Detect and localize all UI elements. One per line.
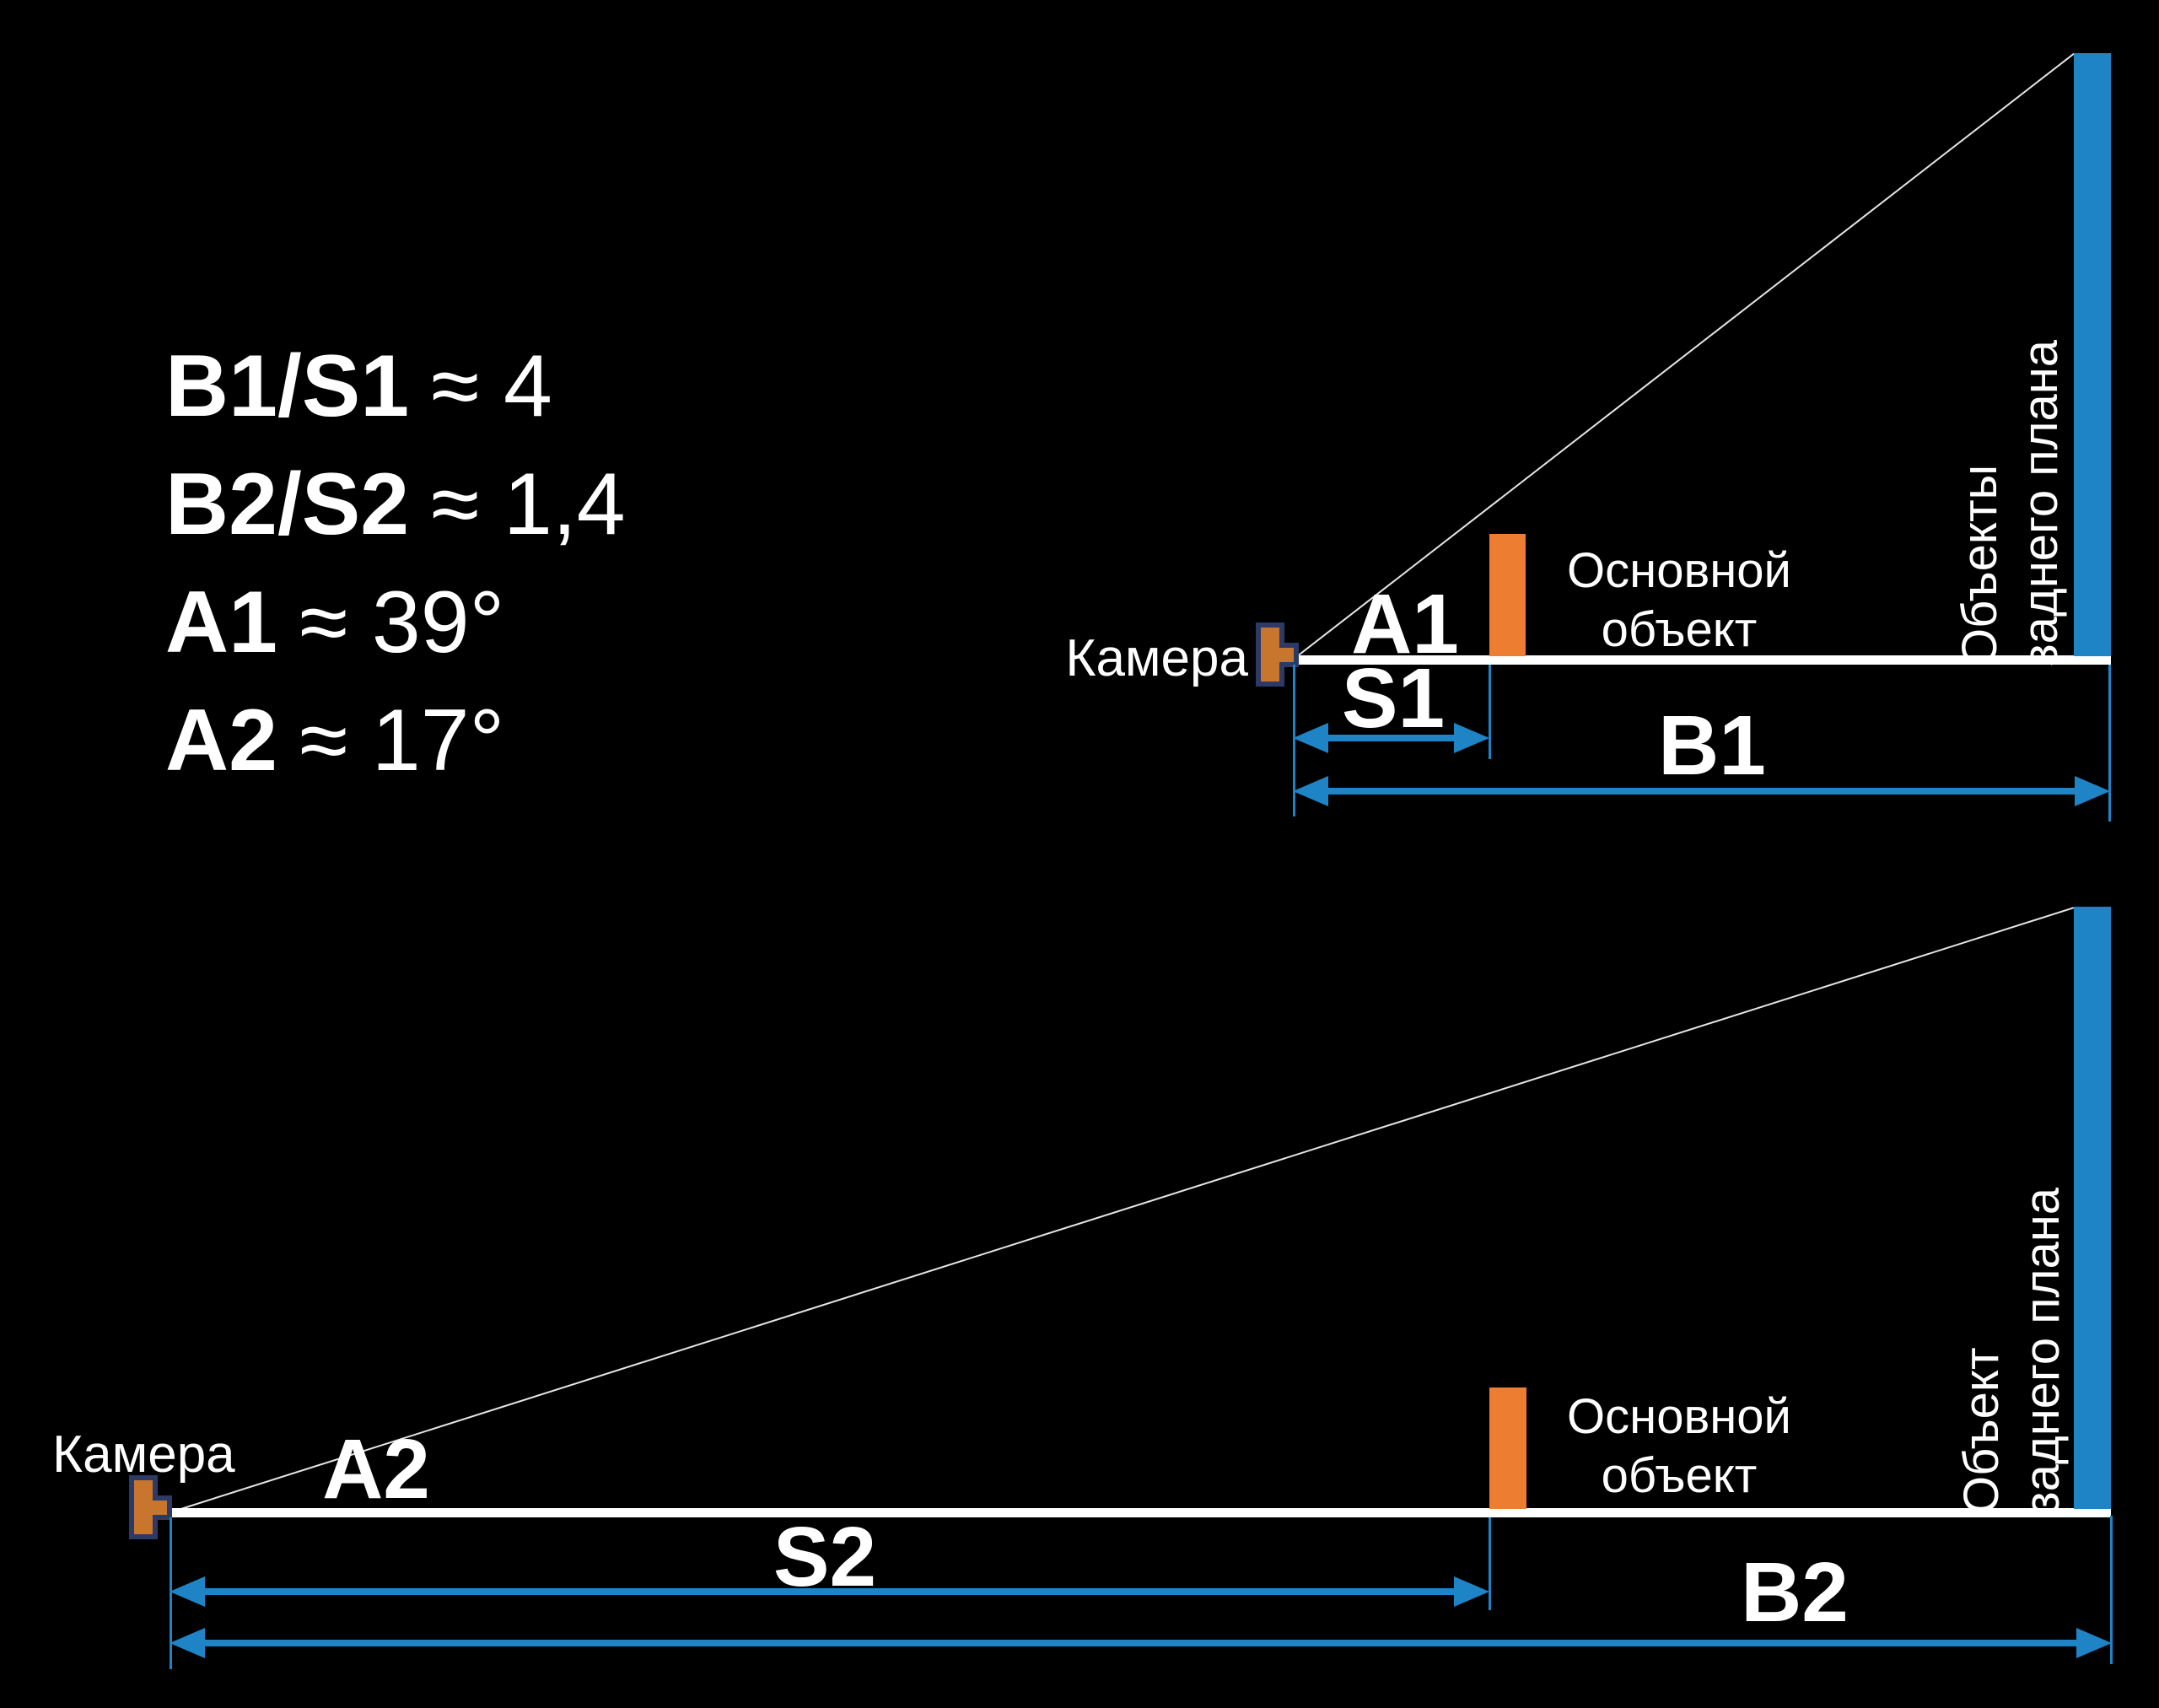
formula-rhs: ≈ 39° — [299, 574, 505, 671]
main-object-label-line: Основной — [1567, 543, 1791, 598]
arrowhead-left-icon — [170, 1628, 205, 1658]
s1-dimension-arrow — [1293, 723, 1489, 753]
formula-b1-s1: B1/S1 ≈ 4 — [165, 327, 626, 445]
arrow-line — [1328, 788, 2075, 795]
formula-lhs: A2 — [165, 692, 277, 789]
ground-line-1 — [1293, 655, 2111, 665]
formula-b2-s2: B2/S2 ≈ 1,4 — [165, 445, 626, 563]
main-object-label-1: Основной объект — [1540, 541, 1818, 660]
formula-lhs: B2/S2 — [165, 455, 410, 553]
main-object-label-2: Основной объект — [1540, 1387, 1818, 1506]
distance-label-b2: B2 — [1741, 1545, 1849, 1640]
arrowhead-left-icon — [1293, 776, 1328, 806]
formula-a2: A2 ≈ 17° — [165, 682, 626, 800]
formula-lhs: A1 — [165, 574, 277, 671]
background-object-bar-1 — [2074, 53, 2111, 656]
arrowhead-right-icon — [2075, 776, 2110, 806]
background-object-label-line: Объекты — [1952, 464, 2007, 666]
formula-a1: A1 ≈ 39° — [165, 563, 626, 682]
ground-line-2 — [169, 1508, 2111, 1517]
arrowhead-right-icon — [1454, 723, 1489, 753]
formula-rhs: ≈ 4 — [431, 337, 552, 435]
main-object-label-line: объект — [1601, 602, 1758, 657]
dimension-tick — [1489, 665, 1491, 759]
distance-label-s2: S2 — [773, 1510, 877, 1604]
main-object-bar-1 — [1489, 534, 1526, 656]
arrow-line — [205, 1640, 2076, 1646]
background-object-bar-2 — [2074, 907, 2111, 1509]
main-object-label-line: объект — [1601, 1448, 1758, 1503]
background-object-label-2: Объект заднего плана — [1952, 1084, 2073, 1514]
arrow-line — [205, 1588, 1454, 1595]
formula-block: B1/S1 ≈ 4 B2/S2 ≈ 1,4 A1 ≈ 39° A2 ≈ 17° — [165, 327, 626, 800]
arrowhead-left-icon — [1293, 723, 1328, 753]
arrowhead-right-icon — [2076, 1628, 2112, 1658]
dimension-tick — [2108, 665, 2111, 822]
s2-dimension-arrow — [170, 1576, 1489, 1607]
distance-label-s1: S1 — [1341, 651, 1446, 746]
camera-icon-1 — [1256, 622, 1299, 687]
background-object-label-1: Объекты заднего плана — [1950, 236, 2071, 666]
b1-dimension-arrow — [1293, 776, 2110, 806]
formula-lhs: B1/S1 — [165, 337, 410, 435]
background-object-label-line: заднего плана — [2015, 1187, 2070, 1514]
background-object-label-line: Объект — [1954, 1347, 2009, 1514]
formula-rhs: ≈ 1,4 — [431, 455, 626, 553]
dimension-tick — [1489, 1517, 1491, 1610]
background-object-label-line: заднего плана — [2013, 339, 2068, 666]
dimension-tick — [2110, 1516, 2113, 1664]
angle-label-a2: A2 — [322, 1422, 430, 1517]
arrowhead-left-icon — [170, 1576, 205, 1607]
arrowhead-right-icon — [1454, 1576, 1489, 1607]
arrow-line — [1328, 735, 1454, 741]
angle-label-a1: A1 — [1351, 577, 1459, 671]
main-object-label-line: Основной — [1567, 1389, 1791, 1444]
main-object-bar-2 — [1489, 1387, 1526, 1509]
camera-icon-2 — [129, 1475, 172, 1539]
camera-label-1: Камера — [1065, 629, 1248, 687]
camera-label-2: Камера — [52, 1425, 235, 1484]
b2-dimension-arrow — [170, 1628, 2112, 1658]
formula-rhs: ≈ 17° — [299, 692, 505, 789]
distance-label-b1: B1 — [1658, 698, 1766, 793]
